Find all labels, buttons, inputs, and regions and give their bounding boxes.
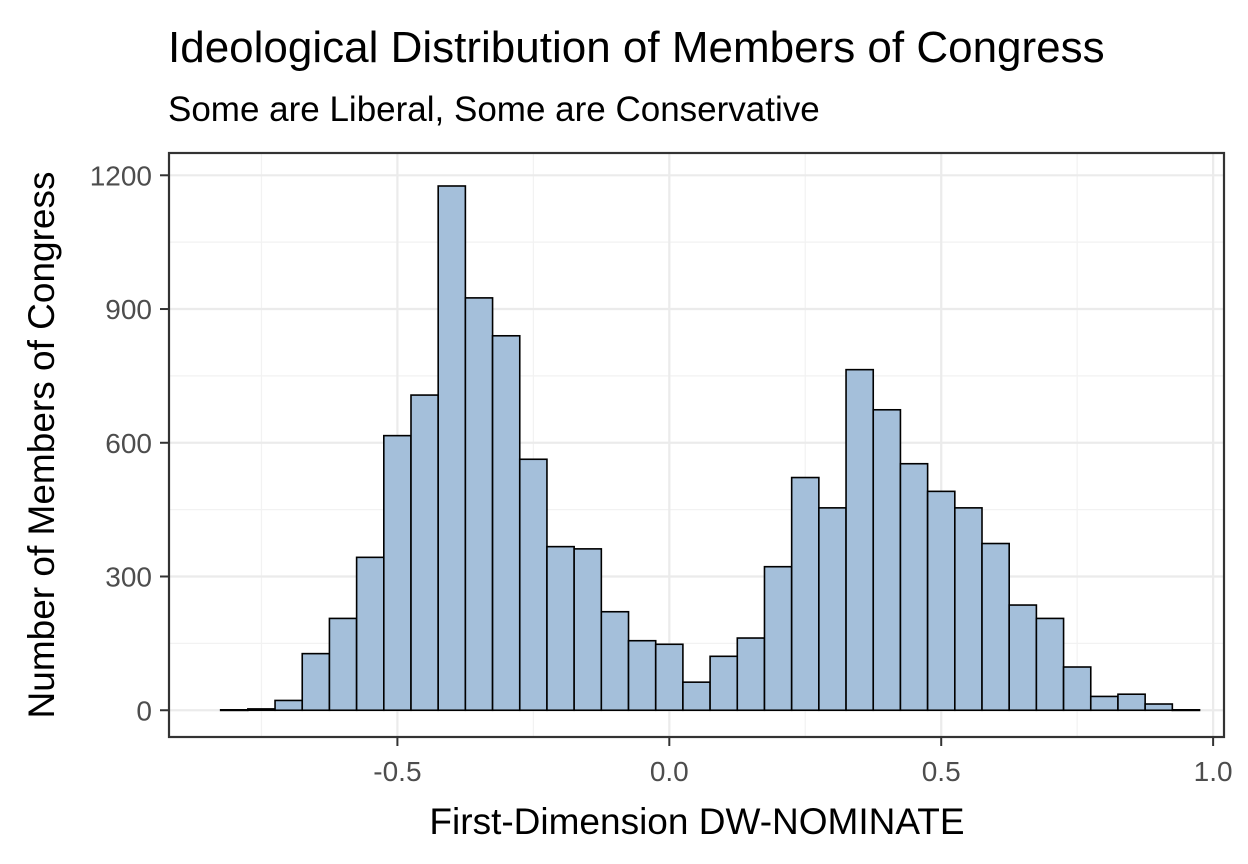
x-tick-label: 1.0 bbox=[1194, 756, 1233, 787]
panel-border bbox=[167, 151, 1226, 739]
histogram-bar bbox=[600, 610, 630, 712]
histogram-bar bbox=[437, 185, 467, 712]
minor-gridlines bbox=[169, 153, 1224, 737]
histogram-bar bbox=[627, 639, 657, 712]
histogram-bar bbox=[1117, 693, 1146, 712]
histogram-bar bbox=[709, 655, 739, 712]
histogram-bar bbox=[301, 652, 331, 712]
histogram-bar bbox=[654, 643, 684, 712]
histogram-bar bbox=[954, 507, 983, 712]
histogram-bar bbox=[682, 681, 711, 712]
histogram-bar bbox=[981, 542, 1010, 712]
x-tick-label: 0.0 bbox=[650, 756, 689, 787]
y-tick-label: 600 bbox=[105, 428, 152, 459]
histogram-bar bbox=[355, 556, 385, 712]
histogram-bar bbox=[518, 458, 548, 712]
histogram-bar bbox=[1144, 703, 1174, 712]
x-tick-label: 0.5 bbox=[922, 756, 961, 787]
histogram-bar bbox=[274, 699, 304, 712]
histogram-bar bbox=[926, 490, 956, 712]
x-axis: -0.5 0.0 0.5 1.0 bbox=[373, 737, 1233, 787]
histogram-bar bbox=[464, 297, 494, 712]
x-tick-label: -0.5 bbox=[373, 756, 421, 787]
histogram-bar bbox=[383, 434, 412, 712]
histogram-bar bbox=[845, 368, 875, 712]
histogram-bar bbox=[328, 617, 358, 712]
major-gridlines bbox=[169, 153, 1224, 737]
histogram-bar bbox=[818, 507, 847, 712]
y-tick-label: 900 bbox=[105, 294, 152, 325]
histogram-bar bbox=[790, 476, 820, 712]
histogram-bar bbox=[573, 548, 603, 712]
histogram-bar bbox=[1062, 666, 1092, 712]
plot-panel bbox=[167, 151, 1226, 739]
chart-subtitle: Some are Liberal, Some are Conservative bbox=[168, 90, 820, 129]
histogram-bar bbox=[491, 334, 521, 712]
y-tick-label: 300 bbox=[105, 562, 152, 593]
histogram-bar bbox=[736, 637, 766, 712]
chart-title: Ideological Distribution of Members of C… bbox=[168, 23, 1105, 72]
histogram-bar bbox=[1008, 604, 1038, 712]
histogram-bar bbox=[410, 394, 439, 712]
histogram-bar bbox=[247, 708, 276, 712]
histogram-bar bbox=[219, 709, 249, 712]
histogram-bar bbox=[1089, 695, 1119, 712]
y-tick-label: 0 bbox=[136, 695, 152, 726]
y-axis-title: Number of Members of Congress bbox=[21, 172, 62, 719]
histogram-bar bbox=[546, 545, 575, 712]
y-tick-label: 1200 bbox=[90, 160, 152, 191]
y-axis: 0 300 600 900 1200 bbox=[90, 160, 169, 726]
histogram-bar bbox=[872, 408, 902, 712]
histogram-bars bbox=[219, 185, 1201, 712]
x-axis-title: First-Dimension DW-NOMINATE bbox=[429, 801, 964, 842]
histogram-bar bbox=[763, 565, 793, 712]
histogram-bar bbox=[1171, 709, 1201, 712]
histogram-bar bbox=[899, 462, 929, 712]
histogram-bar bbox=[1035, 617, 1065, 712]
